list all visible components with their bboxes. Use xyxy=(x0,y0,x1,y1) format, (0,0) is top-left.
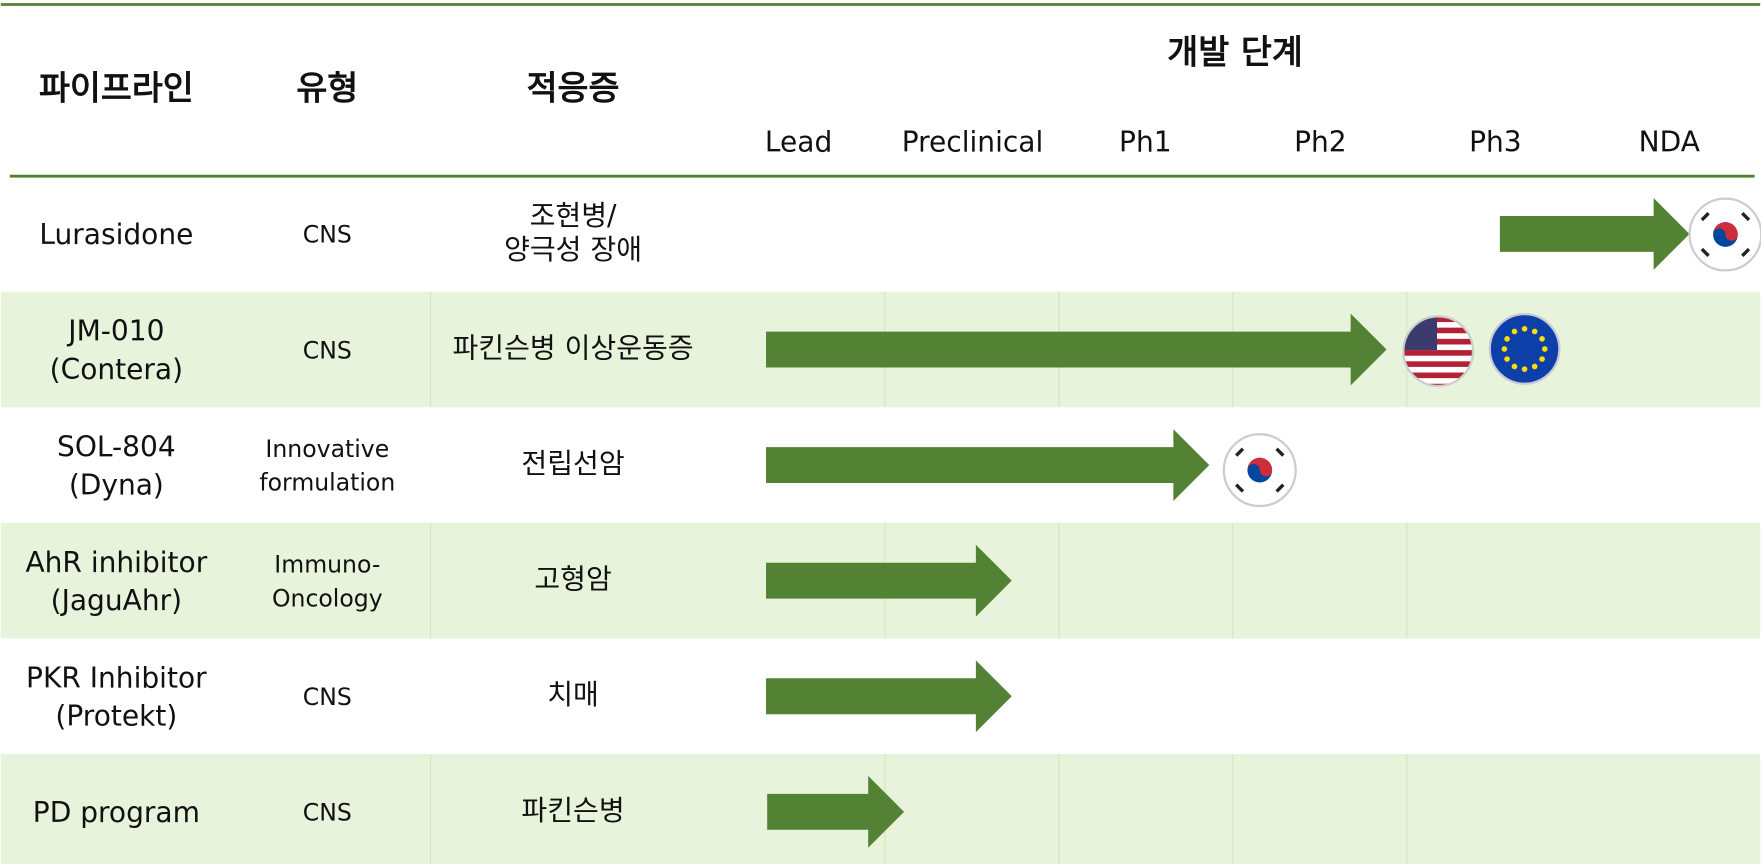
indication: 고형암 xyxy=(534,563,611,596)
pipeline-type: formulation xyxy=(259,469,395,497)
indication: 조현병/ xyxy=(530,199,617,232)
flag-us xyxy=(1402,315,1475,388)
pipeline-name: (Protekt) xyxy=(55,700,177,733)
stage-label: Preclinical xyxy=(902,126,1044,159)
pipeline-name: (Dyna) xyxy=(69,468,164,501)
pipeline-type: Oncology xyxy=(272,584,383,612)
flag-kr xyxy=(1688,197,1761,272)
pipeline-name: PD program xyxy=(33,796,200,829)
stage-arrow xyxy=(766,660,1012,733)
indication: 치매 xyxy=(547,678,599,711)
pipeline-type: CNS xyxy=(303,336,352,364)
pipeline-name: (JaguAhr) xyxy=(51,584,182,617)
rows: Lead Preclinical Ph1 Ph2 Ph3 NDA Lurasidone CNS… xyxy=(25,126,1700,848)
pipeline-name: (Contera) xyxy=(50,353,183,386)
pipeline-name: AhR inhibitor xyxy=(25,546,207,579)
stage-arrow xyxy=(766,544,1012,617)
header-type: 유형 xyxy=(296,68,358,107)
stage-arrow xyxy=(766,429,1210,502)
indication: 전립선암 xyxy=(521,447,624,480)
flag-eu xyxy=(1488,313,1561,385)
stage-label: Ph2 xyxy=(1294,126,1347,159)
header-pipeline: 파이프라인 xyxy=(39,68,194,107)
pipeline-name: PKR Inhibitor xyxy=(26,661,207,694)
pipeline-type: CNS xyxy=(303,221,352,249)
pipeline-name: SOL-804 xyxy=(57,430,176,463)
indication: 파킨슨병 이상운동증 xyxy=(452,332,693,365)
pipeline-type: Immuno- xyxy=(274,551,380,579)
stage-label: Ph1 xyxy=(1119,126,1172,159)
pipeline-name: Lurasidone xyxy=(39,218,193,251)
header-indication: 적응증 xyxy=(527,68,620,107)
pipeline-type: CNS xyxy=(303,683,352,711)
indication: 파킨슨병 xyxy=(521,794,624,827)
pipeline-type: CNS xyxy=(303,799,352,827)
stage-arrow xyxy=(1499,198,1690,270)
header-stage-title: 개발 단계 xyxy=(1167,32,1303,71)
stage-arrow xyxy=(766,313,1387,386)
flags xyxy=(1222,197,1761,508)
pipeline-name: JM-010 xyxy=(66,315,164,348)
stage-label: Lead xyxy=(765,126,832,159)
stage-arrow xyxy=(767,775,905,848)
indication: 양극성 장애 xyxy=(504,233,642,266)
stage-label: NDA xyxy=(1639,126,1700,159)
pipeline-type: Innovative xyxy=(265,435,389,463)
flag-kr xyxy=(1222,433,1297,508)
stage-label: Ph3 xyxy=(1469,126,1522,159)
